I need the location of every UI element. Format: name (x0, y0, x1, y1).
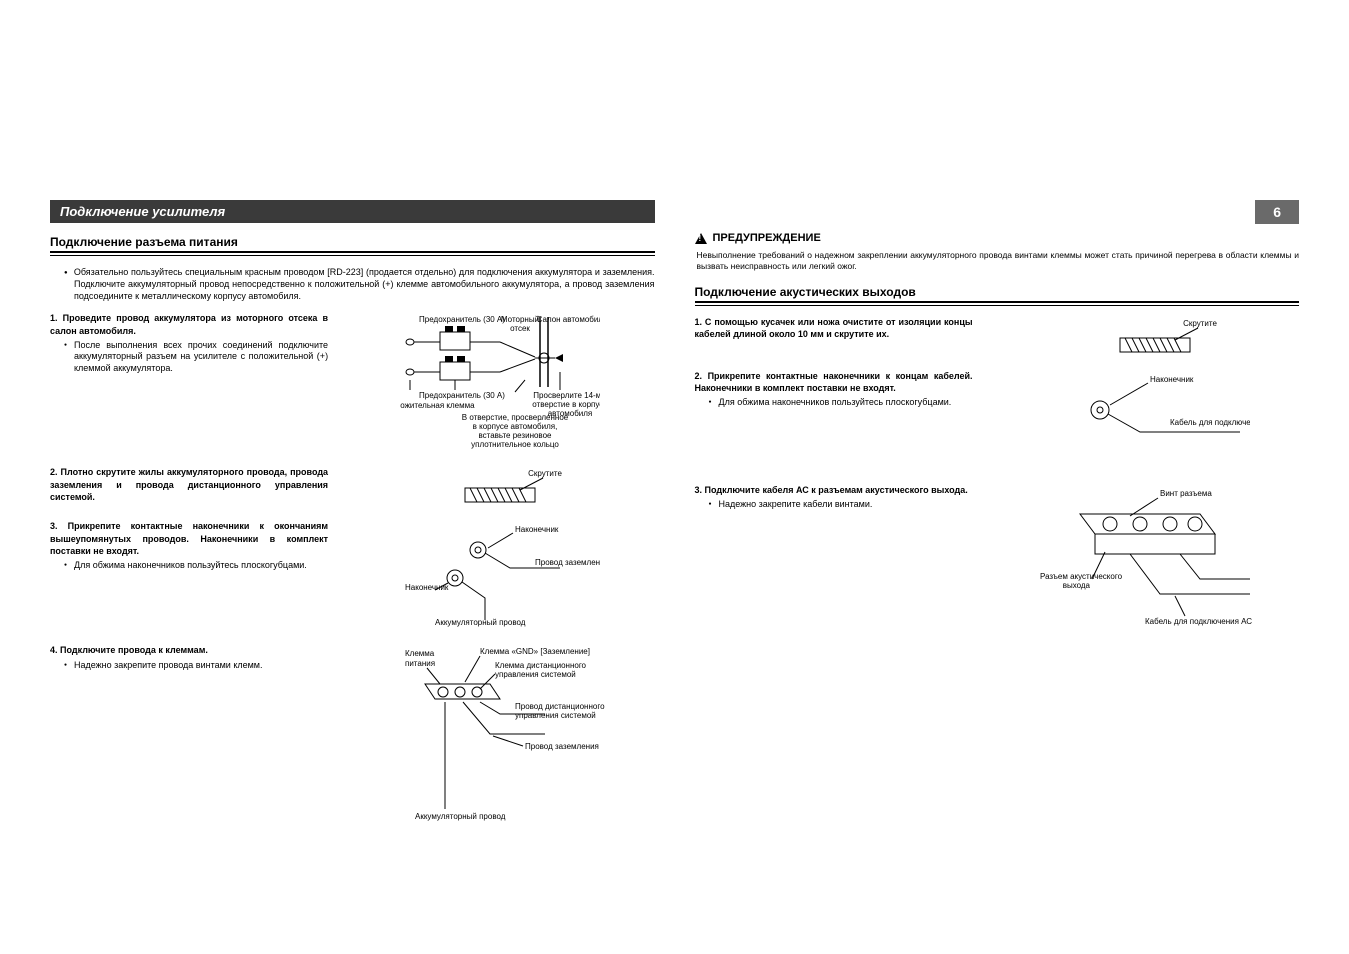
fig-label: Клемма дистанционного (495, 661, 587, 670)
warning-icon (695, 233, 707, 244)
fig-label: Скрутите (1183, 319, 1217, 328)
step-4-row: 4. Подключите провода к клеммам. Надежно… (50, 644, 655, 824)
step-2-text: 2. Плотно скрутите жилы аккумуляторного … (50, 466, 328, 506)
step-num: 1. (50, 313, 58, 323)
step-sub: Для обжима наконечников пользуйтесь плос… (64, 560, 328, 572)
fig-label: отсек (510, 324, 530, 333)
fig-label: Клемма (405, 649, 435, 658)
step-sub: Надежно закрепите кабели винтами. (709, 499, 973, 511)
fig-label: В отверстие, просверленное (462, 413, 569, 422)
fig-label: Провод заземления (535, 558, 600, 567)
figure-1: Предохранитель (30 А) Моторный отсек Сал… (346, 312, 654, 452)
fig-label: Клемма «GND» [Заземление] (480, 647, 590, 656)
step-3-row: 3. Прикрепите контактные наконечники к о… (50, 520, 655, 630)
r-step-1-text: 1. С помощью кусачек или ножа очистите о… (695, 316, 973, 356)
step-sub: После выполнения всех прочих соединений … (64, 340, 328, 375)
figure-4: Клемма питания Клемма «GND» [Заземление]… (346, 644, 654, 824)
rule (50, 255, 655, 256)
fig-label: Аккумуляторный провод (415, 812, 506, 821)
step-num: 2. (695, 371, 703, 381)
right-column: 6 ПРЕДУПРЕЖДЕНИЕ Невыполнение требований… (695, 200, 1300, 838)
fig-label: Положительная клемма (400, 401, 475, 410)
intro-paragraph: Обязательно пользуйтесь специальным крас… (50, 266, 655, 302)
page-number-bar: 6 (695, 200, 1300, 224)
step-sub: Для обжима наконечников пользуйтесь плос… (709, 397, 973, 409)
fig-label: Кабель для подключения АС (1170, 418, 1250, 427)
page-number: 6 (1255, 200, 1299, 224)
r-step-1-row: 1. С помощью кусачек или ножа очистите о… (695, 316, 1300, 356)
fig-label: питания (405, 659, 435, 668)
warning-body: Невыполнение требований о надежном закре… (695, 250, 1300, 273)
fig-label: Скрутите (528, 469, 562, 478)
step-num: 3. (695, 485, 703, 495)
r-step-3-text: 3. Подключите кабеля АС к разъемам акуст… (695, 484, 973, 634)
fig-label: Винт разъема (1160, 489, 1212, 498)
fig-label: Провод заземления (525, 742, 599, 751)
step-num: 3. (50, 521, 58, 531)
fig-label: Предохранитель (30 А) (419, 391, 505, 400)
figure-2: Скрутите (346, 466, 654, 506)
step-num: 1. (695, 317, 703, 327)
step-title-text: Подключите провода к клеммам. (60, 645, 208, 655)
fig-label: уплотнительное кольцо (471, 440, 559, 449)
step-title: 1. С помощью кусачек или ножа очистите о… (695, 316, 973, 340)
step-1-row: 1. Проведите провод аккумулятора из мото… (50, 312, 655, 452)
warning-heading: ПРЕДУПРЕЖДЕНИЕ (695, 232, 1300, 244)
r-step-2-row: 2. Прикрепите контактные наконечники к к… (695, 370, 1300, 470)
step-3-text: 3. Прикрепите контактные наконечники к о… (50, 520, 328, 630)
right-heading: Подключение акустических выходов (695, 285, 1300, 303)
step-num: 2. (50, 467, 58, 477)
fig-label: отверстие в корпусе (533, 400, 601, 409)
fig-label: Предохранитель (30 А) (419, 315, 505, 324)
fig-label: Наконечник (515, 525, 559, 534)
step-4-text: 4. Подключите провода к клеммам. Надежно… (50, 644, 328, 824)
r-figure-1: Скрутите (991, 316, 1299, 356)
fig-label: управления системой (515, 711, 596, 720)
fig-label: вставьте резиновое (479, 431, 553, 440)
step-title-text: Прикрепите контактные наконечники к окон… (50, 521, 328, 555)
step-title-text: Прикрепите контактные наконечники к конц… (695, 371, 973, 393)
step-title: 2. Прикрепите контактные наконечники к к… (695, 370, 973, 394)
section-title-bar: Подключение усилителя (50, 200, 655, 223)
left-column: Подключение усилителя Подключение разъем… (50, 200, 655, 838)
page-root: Подключение усилителя Подключение разъем… (50, 200, 1299, 838)
step-title: 2. Плотно скрутите жилы аккумуляторного … (50, 466, 328, 502)
section-title: Подключение усилителя (60, 204, 225, 219)
fig-label: Провод дистанционного (515, 702, 605, 711)
fig-label: Разъем акустического (1040, 572, 1123, 581)
r-step-3-row: 3. Подключите кабеля АС к разъемам акуст… (695, 484, 1300, 634)
step-title: 4. Подключите провода к клеммам. (50, 644, 328, 656)
step-title: 3. Подключите кабеля АС к разъемам акуст… (695, 484, 973, 496)
step-title-text: Проведите провод аккумулятора из моторно… (50, 313, 328, 335)
fig-label: Салон автомобиля (537, 315, 600, 324)
step-title-text: Подключите кабеля АС к разъемам акустиче… (705, 485, 968, 495)
fig-label: Аккумуляторный провод (435, 618, 526, 627)
step-1-text: 1. Проведите провод аккумулятора из мото… (50, 312, 328, 452)
fig-label: Кабель для подключения АС (1145, 617, 1252, 626)
fig-label: выхода (1062, 581, 1090, 590)
fig-label: Наконечник (405, 583, 449, 592)
fig-label: Наконечник (1150, 375, 1194, 384)
fig-label: управления системой (495, 670, 576, 679)
step-num: 4. (50, 645, 58, 655)
step-sub: Надежно закрепите провода винтами клемм. (64, 660, 328, 672)
warning-title: ПРЕДУПРЕЖДЕНИЕ (713, 232, 821, 244)
rule (695, 305, 1300, 306)
fig-label: Просверлите 14-мм (534, 391, 601, 400)
r-figure-2: Наконечник Кабель для подключения АС (991, 370, 1299, 470)
step-title-text: Плотно скрутите жилы аккумуляторного про… (50, 467, 328, 501)
fig-label: Моторный (501, 315, 539, 324)
step-title: 3. Прикрепите контактные наконечники к о… (50, 520, 328, 556)
figure-3: Наконечник Провод заземления Наконечник … (346, 520, 654, 630)
fig-label: в корпусе автомобиля, (473, 422, 558, 431)
step-title: 1. Проведите провод аккумулятора из мото… (50, 312, 328, 336)
left-heading: Подключение разъема питания (50, 235, 655, 253)
step-title-text: С помощью кусачек или ножа очистите от и… (695, 317, 973, 339)
r-figure-3: Винт разъема Разъем акустического выхода… (991, 484, 1299, 634)
r-step-2-text: 2. Прикрепите контактные наконечники к к… (695, 370, 973, 470)
step-2-row: 2. Плотно скрутите жилы аккумуляторного … (50, 466, 655, 506)
